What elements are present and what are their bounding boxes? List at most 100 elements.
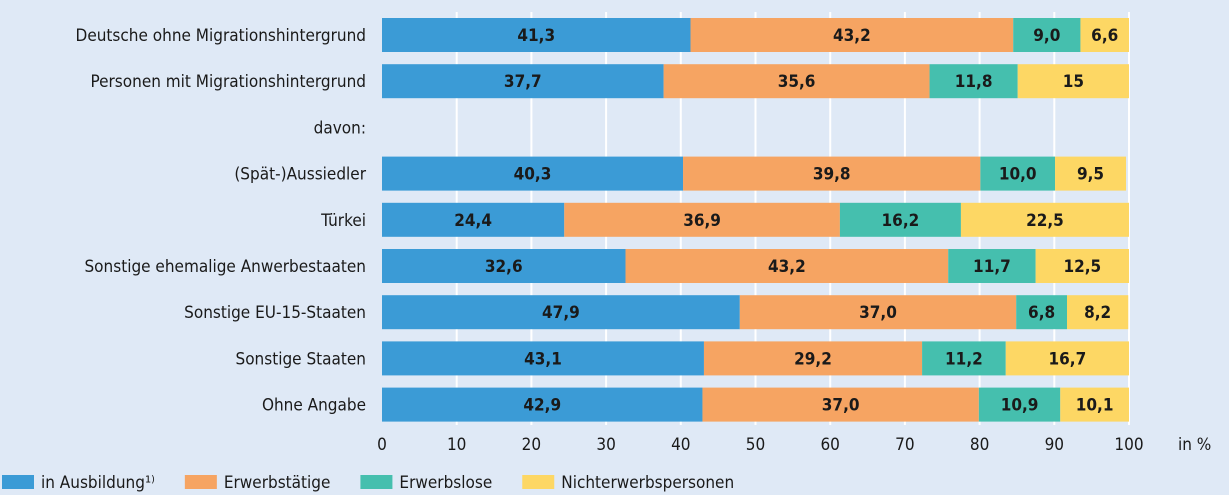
x-tick-label: 40 [671,435,690,455]
data-label: 12,5 [1063,257,1101,277]
x-axis: 0 10 20 30 40 50 60 70 80 90 100 [377,435,1143,455]
legend-swatch [522,475,555,489]
bar-segment [929,64,1018,99]
bar-segment [1017,64,1129,99]
data-label: 39,8 [813,165,851,185]
category-label: Ohne Angabe [262,396,366,416]
bar-segment [1080,18,1129,52]
category-label: Sonstige Staaten [235,349,366,369]
bar-segment [382,156,684,191]
x-tick-label: 100 [1114,435,1143,455]
data-label: 16,2 [882,211,920,231]
bars: 41,3 43,2 9,0 6,6 37,7 35,6 11,8 15 40,3 39,8 10,0… [382,18,1129,422]
bar-segment [382,18,691,52]
legend-swatch [184,475,217,489]
data-label: 11,8 [955,72,993,92]
data-label: 6,6 [1091,26,1118,46]
bar-segment [683,156,981,191]
bar-segment [1016,295,1067,330]
data-label: 37,0 [822,396,860,416]
legend-item: Nichterwerbspersonen [522,473,734,493]
bar-segment [1066,295,1129,330]
bar-segment [382,64,664,99]
bar-segment [922,341,1006,376]
data-label: 10,9 [1001,396,1039,416]
bar-segment [1013,18,1081,52]
category-label: Personen mit Migrationshintergrund [90,72,366,92]
category-label: (Spät-)Aussiedler [234,165,366,185]
data-label: 24,4 [454,211,492,231]
data-label: 43,2 [768,257,806,277]
data-label: 35,6 [778,72,816,92]
data-label: 43,2 [833,26,871,46]
data-label: 37,7 [504,72,542,92]
legend: in Ausbildung¹⁾ Erwerbstätige Erwerbslose N… [2,473,734,493]
data-label: 29,2 [794,349,832,369]
bar-segment [382,202,565,237]
category-labels: Deutsche ohne Migrationshintergrund Perso… [76,26,367,416]
bar-segment [839,202,961,237]
data-label: 37,0 [859,303,897,323]
category-label: Sonstige ehemalige Anwerbestaaten [84,257,366,277]
bar-segment [1055,156,1127,191]
bar-segment [663,64,930,99]
bar-segment [382,387,703,422]
x-tick-label: 50 [746,435,765,455]
data-label: 36,9 [683,211,721,231]
data-label: 43,1 [524,349,562,369]
data-label: 8,2 [1084,303,1111,323]
bar-segment [382,341,704,376]
x-tick-label: 90 [1045,435,1064,455]
bar-segment [564,202,840,237]
bar-segment [948,249,1036,283]
data-label: 9,0 [1033,26,1060,46]
data-label: 11,7 [973,257,1011,277]
data-label: 10,0 [999,165,1037,185]
bar-segment [703,341,923,376]
bar-segment [980,156,1056,191]
legend-item: Erwerbslose [360,473,492,493]
x-tick-label: 0 [377,435,387,455]
legend-label: Erwerbstätige [224,473,331,493]
data-label: 47,9 [542,303,580,323]
bar-segment [382,295,740,330]
bar-segment [960,202,1129,237]
x-tick-label: 80 [970,435,989,455]
data-label: 16,7 [1048,349,1086,369]
x-tick-label: 60 [820,435,839,455]
legend-label: Erwerbslose [399,473,492,493]
legend-swatch [2,475,34,489]
category-label: Türkei [320,211,366,231]
data-label: 6,8 [1028,303,1055,323]
x-tick-label: 30 [596,435,615,455]
data-label: 40,3 [514,165,552,185]
category-label: Deutsche ohne Migrationshintergrund [76,26,366,46]
legend-item: Erwerbstätige [184,473,331,493]
category-label: davon: [314,118,366,138]
legend-item: in Ausbildung¹⁾ [2,473,155,493]
bar-segment [739,295,1017,330]
category-label: Sonstige EU-15-Staaten [184,303,366,323]
bar-segment [382,249,626,283]
x-tick-label: 20 [522,435,541,455]
data-label: 9,5 [1077,165,1104,185]
bar-segment [625,249,949,283]
data-label: 22,5 [1026,211,1064,231]
x-tick-label: 10 [447,435,466,455]
bar-segment [690,18,1014,52]
legend-swatch [360,475,393,489]
bar-segment [702,387,979,422]
legend-label: Nichterwerbspersonen [561,473,734,493]
bar-segment [1060,387,1129,422]
data-label: 10,1 [1076,396,1114,416]
bar-segment [1035,249,1129,283]
x-tick-label: 70 [895,435,914,455]
legend-label: in Ausbildung¹⁾ [41,473,155,493]
bar-segment [978,387,1061,422]
data-label: 15 [1063,72,1084,92]
data-label: 32,6 [485,257,523,277]
x-axis-unit-label: in % [1178,435,1211,455]
bar-segment [1005,341,1129,376]
data-label: 42,9 [523,396,561,416]
